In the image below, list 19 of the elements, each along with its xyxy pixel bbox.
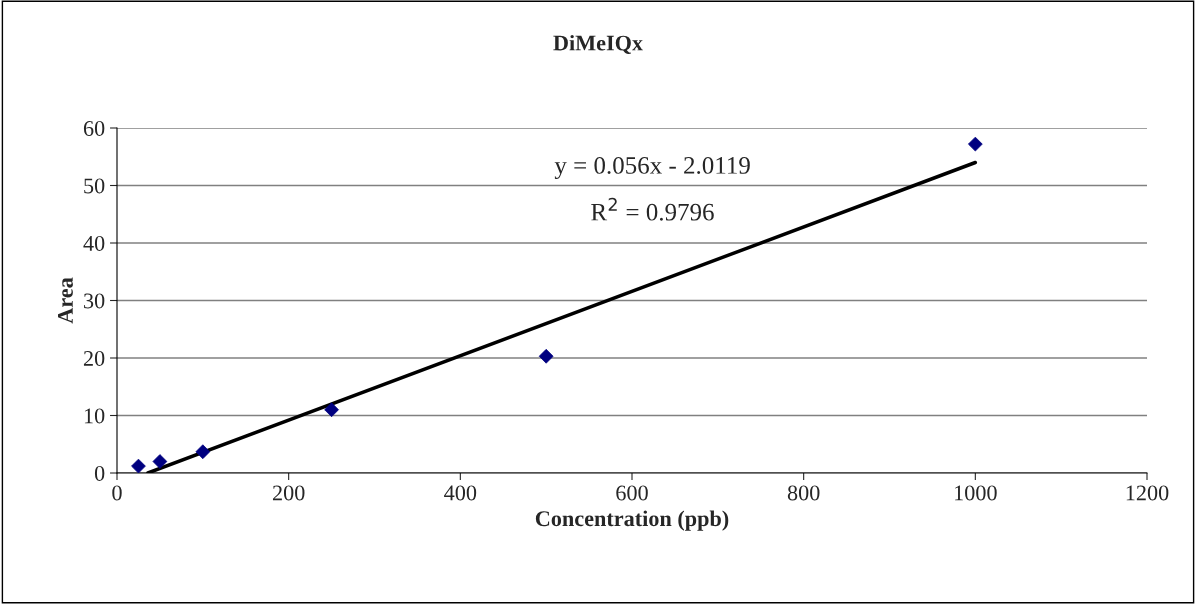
x-tick-label: 400 [444, 485, 477, 501]
chart-title: DiMeIQx [553, 34, 643, 54]
y-tick-label: 10 [84, 408, 105, 424]
y-tick-label: 30 [84, 293, 105, 309]
y-tick-label: 0 [94, 465, 105, 481]
x-axis-title: Concentration (ppb) [535, 510, 729, 531]
y-tick-label: 40 [83, 235, 105, 251]
y-tick-label: 20 [83, 350, 105, 366]
annotation: R$^{2}$ = 0.9796 [591, 197, 714, 221]
x-tick-label: 200 [272, 485, 305, 501]
x-tick-label: 1200 [1126, 485, 1169, 501]
annotation: y = 0.056x - 2.0119 [554, 156, 750, 180]
x-tick-label: 1000 [955, 485, 997, 501]
x-tick-label: 600 [616, 485, 648, 501]
x-tick-label: 0 [112, 485, 122, 501]
x-tick-label: 800 [787, 485, 820, 501]
y-tick-label: 60 [83, 120, 105, 136]
y-axis-title: Area [58, 277, 73, 324]
y-tick-label: 50 [84, 178, 105, 194]
